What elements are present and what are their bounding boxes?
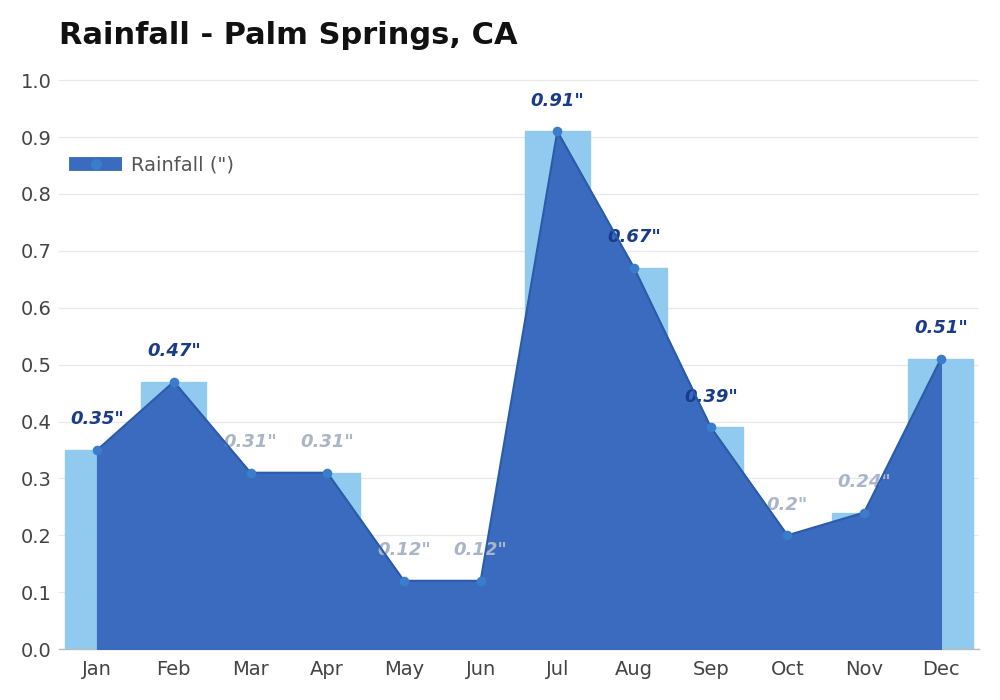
Polygon shape [65, 450, 130, 649]
Point [243, 467, 259, 478]
Text: 0.2": 0.2" [767, 496, 808, 514]
Point [319, 467, 335, 478]
Point [166, 376, 182, 387]
Polygon shape [908, 359, 973, 649]
Point [933, 354, 949, 365]
Polygon shape [832, 512, 897, 649]
Polygon shape [371, 581, 437, 649]
Polygon shape [448, 581, 513, 649]
Polygon shape [678, 427, 743, 649]
Text: 0.31": 0.31" [300, 433, 354, 451]
Text: 0.47": 0.47" [147, 342, 201, 360]
Text: 0.12": 0.12" [377, 541, 431, 559]
Point [856, 507, 872, 518]
Point [549, 126, 565, 137]
Text: Rainfall - Palm Springs, CA: Rainfall - Palm Springs, CA [59, 21, 517, 50]
Point [703, 421, 719, 433]
Text: 0.67": 0.67" [607, 228, 661, 246]
Text: 0.24": 0.24" [837, 473, 891, 491]
Polygon shape [755, 536, 820, 649]
Text: 0.51": 0.51" [914, 319, 968, 337]
Polygon shape [295, 473, 360, 649]
Polygon shape [141, 382, 206, 649]
Text: 0.12": 0.12" [454, 541, 507, 559]
Legend: Rainfall ("): Rainfall (") [68, 148, 242, 183]
Point [626, 262, 642, 274]
Point [396, 575, 412, 587]
Polygon shape [218, 473, 283, 649]
Point [779, 530, 795, 541]
Text: 0.31": 0.31" [224, 433, 277, 451]
Text: 0.35": 0.35" [70, 410, 124, 428]
Text: 0.91": 0.91" [530, 92, 584, 110]
Polygon shape [601, 268, 667, 649]
Text: 0.39": 0.39" [684, 388, 738, 405]
Point [473, 575, 489, 587]
Point [89, 444, 105, 456]
Polygon shape [525, 132, 590, 649]
